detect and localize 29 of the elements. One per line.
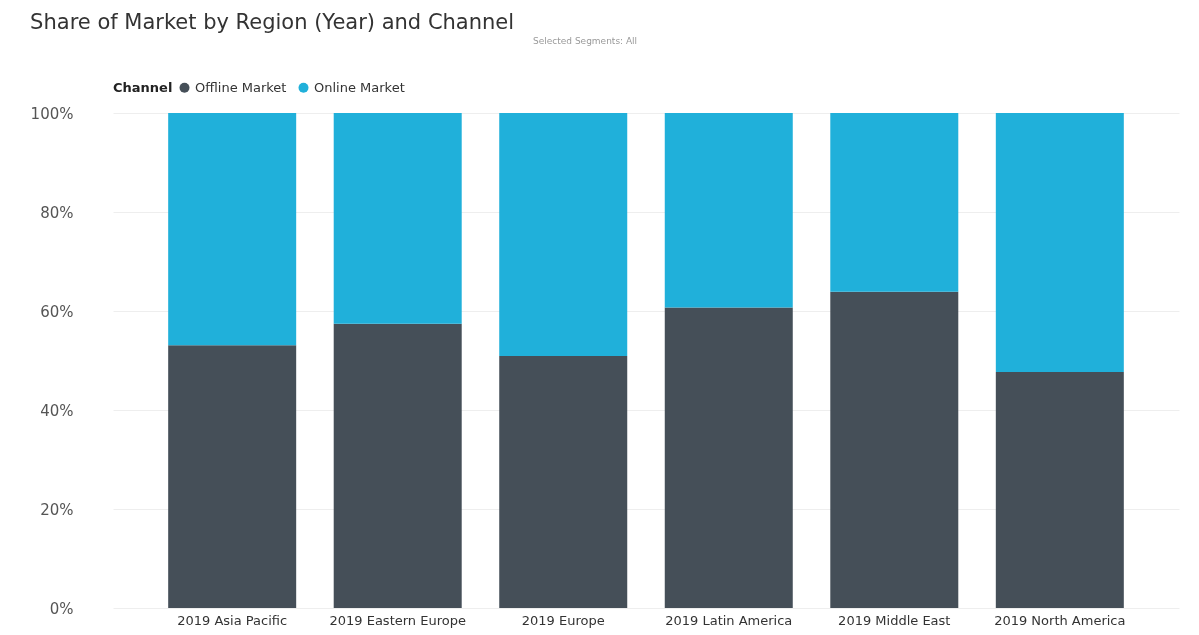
- x-tick-label: 2019 Eastern Europe: [329, 612, 466, 628]
- bar: [664, 113, 793, 308]
- bar: [499, 356, 628, 608]
- x-tick-label: 2019 Europe: [521, 612, 605, 628]
- bar: [333, 113, 462, 324]
- y-tick-label: 40%: [40, 401, 74, 420]
- y-tick-label: 0%: [49, 599, 74, 618]
- bar: [499, 113, 628, 357]
- bar: [830, 291, 959, 608]
- legend-label: Online Market: [314, 79, 405, 95]
- y-tick-label: 80%: [40, 203, 74, 222]
- bar: [168, 345, 297, 608]
- bar: [995, 113, 1124, 372]
- x-tick-label: 2019 Latin America: [665, 612, 793, 628]
- y-tick-label: 20%: [40, 500, 74, 519]
- legend-title: Channel: [113, 80, 173, 95]
- legend-label: Offline Market: [195, 79, 287, 95]
- bar: [995, 371, 1124, 608]
- bar: [664, 307, 793, 608]
- x-tick-label: 2019 Middle East: [838, 612, 951, 628]
- y-tick-label: 100%: [30, 104, 74, 123]
- text: Selected Segments: All: [533, 36, 638, 46]
- x-tick-label: 2019 Asia Pacific: [177, 612, 288, 628]
- y-tick-label: 60%: [40, 302, 74, 321]
- x-tick-label: 2019 North America: [994, 612, 1126, 628]
- bar: [168, 113, 297, 346]
- bar: [830, 113, 959, 292]
- bar: [333, 323, 462, 608]
- chart-title: Share of Market by Region (Year) and Channel: [30, 10, 515, 34]
